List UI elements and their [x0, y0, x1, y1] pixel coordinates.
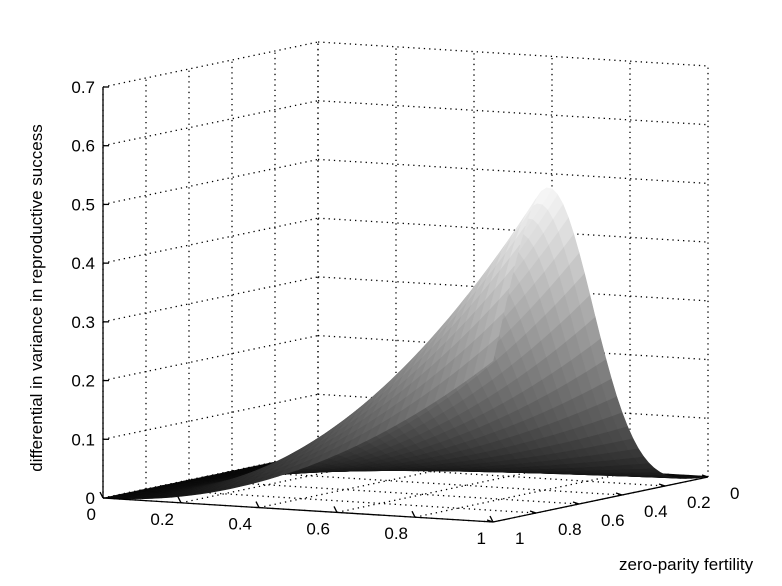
x-tick — [177, 496, 182, 504]
x-tick-label: 0 — [87, 505, 96, 524]
y-axis — [492, 476, 709, 523]
wall-grid-line — [102, 41, 319, 88]
z-tick-label: 0.6 — [71, 137, 95, 156]
x-tick-label: 0.2 — [150, 510, 174, 529]
y-axis-label: zero-parity fertility — [619, 555, 754, 574]
z-tick-label: 0.5 — [71, 195, 95, 214]
surface-patch — [482, 336, 499, 369]
wall-grid-line — [102, 100, 319, 147]
z-tick-label: 0.2 — [71, 372, 95, 391]
z-tick-label: 0.1 — [71, 430, 95, 449]
wall-grid-line — [102, 276, 319, 323]
y-tick-label: 0.4 — [644, 502, 668, 521]
z-axis-label: differential in variance in reproductive… — [27, 124, 46, 471]
z-tick-label: 0 — [86, 489, 95, 508]
wall-grid-line — [102, 158, 319, 206]
floor-grid-line — [414, 471, 631, 518]
y-tick-label: 0 — [730, 484, 739, 503]
z-tick-label: 0.7 — [71, 78, 95, 97]
x-tick-label: 1 — [477, 529, 486, 548]
z-tick-label: 0.3 — [71, 313, 95, 332]
y-tick-label: 0.8 — [558, 520, 582, 539]
tick-labels: 0 0.1 0.2 0.3 0.4 0.5 0.6 0.7 0 0.2 0.4 0.6 0.8 1 1 0.8… — [71, 78, 739, 548]
x-tick-label: 0.6 — [306, 519, 330, 538]
wall-grid-line — [102, 334, 319, 382]
x-tick-label: 0.4 — [228, 515, 252, 534]
x-tick — [99, 491, 104, 499]
x-tick-label: 0.8 — [384, 524, 408, 543]
y-tick — [572, 501, 580, 505]
floor-grid-line — [231, 470, 623, 496]
y-tick — [658, 483, 666, 487]
x-tick — [489, 515, 494, 523]
floor-grid-line — [336, 466, 553, 514]
y-tick — [615, 492, 623, 496]
y-tick-label: 0.6 — [601, 511, 625, 530]
x-tick — [411, 510, 416, 518]
wall-grid-line — [102, 393, 319, 440]
axes — [99, 86, 709, 523]
y-tick — [486, 519, 494, 523]
x-tick — [255, 501, 260, 508]
x-axis — [102, 497, 494, 523]
wall-grid-line — [317, 158, 709, 185]
y-tick — [529, 510, 537, 514]
x-tick — [333, 506, 338, 513]
y-tick-label: 1 — [515, 529, 524, 548]
wall-grid-line — [317, 41, 709, 67]
surface — [102, 187, 709, 500]
wall-grid-line — [317, 100, 709, 126]
y-tick-label: 0.2 — [687, 493, 711, 512]
y-tick — [701, 474, 709, 478]
z-tick-label: 0.4 — [71, 254, 95, 273]
wall-grid-line — [102, 217, 319, 264]
